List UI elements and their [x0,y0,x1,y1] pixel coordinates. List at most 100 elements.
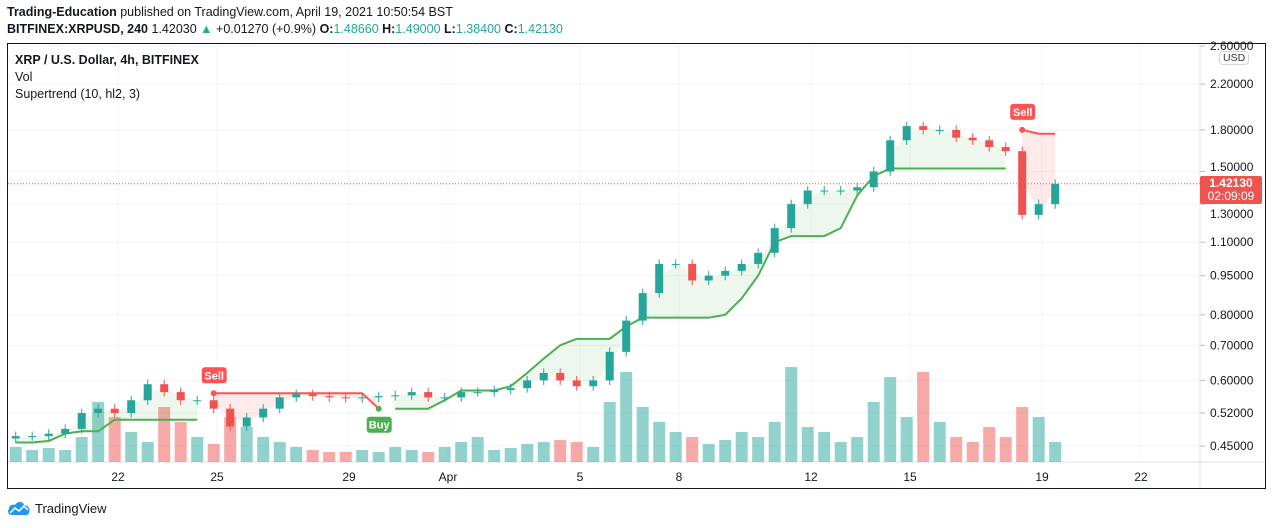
candle-body [1001,147,1010,152]
candle-body [985,140,994,148]
x-tick-label: 22 [1134,470,1148,484]
volume-bar [719,440,732,462]
y-tick-label: 0.95000 [1210,269,1254,283]
candle-body [1018,151,1027,215]
supertrend-fill [213,393,379,422]
x-tick-label: Apr [439,470,458,484]
candle-body [902,126,911,141]
high-value: 1.49000 [395,22,441,36]
volume-bar [438,447,451,462]
volume-bar [290,447,303,462]
volume-bar [1016,407,1029,462]
symbol: BITFINEX:XRPUSD, 240 [7,22,149,36]
candle-body [490,390,499,393]
candle-body [391,395,400,397]
signal-label: Sell [204,370,224,382]
candle-body [886,140,895,172]
open-label: O: [319,22,334,36]
supertrend-fill [395,128,1006,409]
volume-bar [471,437,484,462]
legend-title[interactable]: XRP / U.S. Dollar, 4h, BITFINEX [15,53,199,67]
candle-body [226,408,235,427]
candle-body [1034,204,1043,215]
volume-bar [174,422,187,462]
volume-bar [587,447,600,462]
volume-bar [488,450,501,462]
candle-body [28,436,37,438]
volume-bar [917,372,930,462]
volume-bar [1049,442,1062,462]
price-tag: 1.42130 02:09:09 [1200,176,1262,204]
volume-bar [504,448,517,462]
volume-bar [983,427,996,462]
volume-bar [257,437,270,462]
supertrend-up-line [15,418,198,444]
candle-body [770,228,779,253]
published-info: published on TradingView.com, April 19, … [120,5,453,19]
candle-body [506,388,515,391]
signal-dot [375,405,382,412]
supertrend-down-line [1021,128,1056,135]
legend-supertrend[interactable]: Supertrend (10, hl2, 3) [15,87,141,101]
volume-bar [455,442,468,462]
legend-vol[interactable]: Vol [15,70,33,84]
y-tick-label: 1.10000 [1210,235,1254,249]
author[interactable]: Trading-Education [7,5,117,19]
candle-body [77,413,86,429]
volume-bar [653,422,666,462]
close-value: 1.42130 [517,22,563,36]
y-tick-label: 0.80000 [1210,308,1254,322]
volume-bar [686,437,699,462]
signal-dot [210,390,217,397]
volume-bar [158,407,171,462]
volume-bar [620,372,633,462]
low-label: L: [444,22,456,36]
volume-bar [141,442,154,462]
signal-label: Sell [1013,107,1033,119]
candle-body [836,190,845,192]
candle-body [176,392,185,401]
volume-bar [108,417,121,462]
sell-signal [1010,103,1036,120]
x-tick-label: 25 [210,470,224,484]
volume-bar [999,437,1012,462]
volume-bar [389,447,402,462]
candle-body [143,384,152,401]
tradingview-logo[interactable]: TradingView [7,500,107,516]
candle-body [1051,183,1060,205]
signal-label: Buy [369,420,391,432]
volume-bar [125,432,138,462]
signal-dot [1019,126,1026,133]
y-tick-label: 0.52000 [1210,406,1254,420]
candle-body [605,351,614,381]
volume-bar [702,444,715,462]
x-tick-label: 12 [804,470,818,484]
candle-body [44,433,53,437]
candle-body [424,392,433,398]
volume-bar [422,452,435,462]
volume-bar [818,432,831,462]
candle-body [952,129,961,138]
y-tick-label: 1.50000 [1210,160,1254,174]
buy-signal [366,416,392,433]
candle-body [259,408,268,418]
candle-body [160,384,169,393]
candle-body [754,252,763,264]
candle-body [721,270,730,276]
volume-bar [636,407,649,462]
volume-bar [306,450,319,462]
candle-body [589,380,598,387]
x-tick-label: 22 [111,470,125,484]
y-tick-label: 2.20000 [1210,77,1254,91]
volume-bar [42,448,55,462]
currency-button[interactable]: USD [1219,51,1250,65]
y-tick-label: 0.60000 [1210,373,1254,387]
supertrend-fill [1022,129,1056,210]
candle-body [209,400,218,409]
candle-body [968,137,977,141]
volume-bar [950,437,963,462]
candle-body [638,293,647,321]
volume-bar [851,437,864,462]
open-value: 1.48660 [333,22,379,36]
